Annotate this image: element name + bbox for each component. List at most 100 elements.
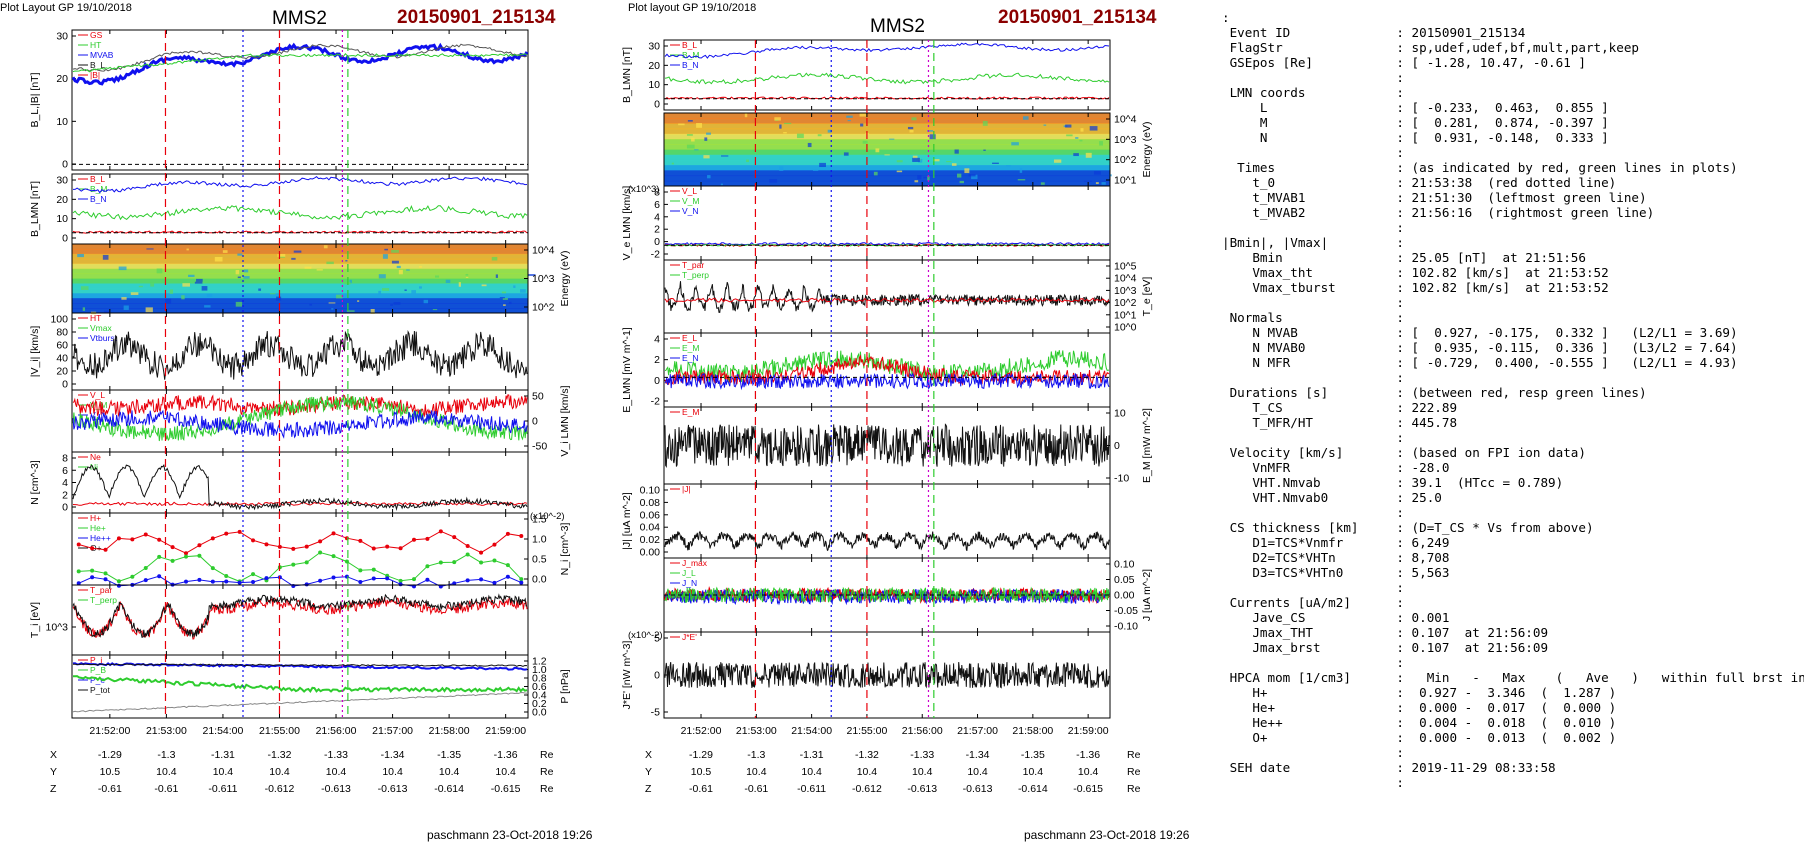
y-tick-label: 1.2 bbox=[532, 656, 547, 668]
spectrogram-speckle bbox=[1109, 174, 1112, 177]
y-tick-label: 2 bbox=[654, 354, 660, 366]
spectrogram-speckle bbox=[150, 282, 155, 287]
spectrogram-speckle bbox=[907, 126, 914, 130]
data-point bbox=[412, 537, 416, 542]
spectrogram-speckle bbox=[807, 142, 812, 148]
spectrogram-speckle bbox=[862, 140, 868, 144]
spectrogram-speckle bbox=[465, 276, 469, 278]
data-trace bbox=[664, 42, 1110, 59]
spectrogram-speckle bbox=[181, 295, 185, 300]
data-trace bbox=[664, 241, 1110, 246]
data-point bbox=[197, 543, 202, 548]
ephemeris-value: 10.4 bbox=[746, 766, 767, 778]
spectrogram-speckle bbox=[258, 288, 262, 291]
spectrogram-speckle bbox=[165, 298, 172, 304]
y-tick-label: 0.5 bbox=[532, 554, 547, 566]
summary-line: N MVAB0 : [ 0.935, -0.115, 0.336 ] (L3/L… bbox=[1222, 340, 1738, 355]
spectrogram-speckle bbox=[495, 274, 498, 278]
spectrogram-speckle bbox=[796, 133, 804, 139]
data-trace bbox=[73, 663, 528, 667]
ephemeris-value: -0.61 bbox=[154, 783, 178, 795]
summary-line: FlagStr : sp,udef,udef,bf,mult,part,keep bbox=[1222, 40, 1640, 55]
spectrogram-speckle bbox=[812, 169, 819, 171]
data-point bbox=[304, 560, 309, 565]
data-trace bbox=[73, 675, 528, 693]
ephemeris-value: -0.61 bbox=[689, 783, 713, 795]
summary-line: : bbox=[1222, 745, 1404, 760]
spectrogram-speckle bbox=[404, 289, 407, 291]
data-point bbox=[116, 536, 121, 541]
spectrogram-speckle bbox=[873, 171, 878, 176]
spectrogram-speckle bbox=[465, 273, 469, 276]
spectrogram-band bbox=[664, 180, 1110, 187]
data-point bbox=[116, 583, 121, 588]
spectrogram-speckle bbox=[1089, 126, 1098, 131]
data-trace bbox=[73, 175, 528, 194]
spectrogram-speckle bbox=[769, 179, 778, 183]
spectrogram-band bbox=[72, 298, 528, 304]
summary-line: : bbox=[1222, 70, 1404, 85]
panel-frame bbox=[71, 584, 529, 656]
spectrogram-band bbox=[72, 268, 528, 275]
y-tick-label: 0.8 bbox=[532, 673, 547, 685]
spectrogram-speckle bbox=[237, 253, 243, 256]
y-tick-label: 0 bbox=[654, 236, 660, 248]
spectrogram-speckle bbox=[169, 289, 174, 294]
y-tick-label: 20 bbox=[56, 366, 68, 378]
left-footer: paschmann 23-Oct-2018 19:26 bbox=[427, 828, 593, 842]
spectrogram-speckle bbox=[923, 176, 928, 179]
y-tick-label: 0.06 bbox=[640, 509, 661, 521]
legend-label: T_perp bbox=[682, 270, 709, 280]
spectrogram-speckle bbox=[1065, 124, 1072, 128]
spectrogram-speckle bbox=[827, 129, 832, 133]
y-axis-label: |V_i| [km/s] bbox=[29, 326, 41, 378]
y-tick-label: 0.00 bbox=[1114, 590, 1135, 602]
spectrogram-speckle bbox=[929, 134, 936, 140]
spectrogram-speckle bbox=[520, 289, 526, 293]
data-point bbox=[170, 558, 175, 563]
data-point bbox=[479, 577, 484, 582]
spectrogram-speckle bbox=[502, 298, 508, 300]
spectrogram-speckle bbox=[703, 155, 710, 159]
spectrogram-speckle bbox=[222, 250, 228, 253]
spectrogram-speckle bbox=[707, 175, 711, 179]
spectrogram-speckle bbox=[481, 284, 487, 287]
spectrogram-speckle bbox=[918, 158, 923, 163]
legend-label: GS bbox=[90, 30, 103, 40]
y-tick-label: 10^4 bbox=[1114, 114, 1137, 126]
data-point bbox=[291, 546, 296, 551]
data-point bbox=[197, 577, 202, 582]
spectrogram-speckle bbox=[82, 307, 86, 311]
spectrogram-band bbox=[72, 273, 528, 279]
summary-line: O+ : 0.000 - 0.013 ( 0.002 ) bbox=[1222, 730, 1617, 745]
data-point bbox=[465, 552, 470, 557]
legend-label: MVAB bbox=[90, 50, 114, 60]
y-tick-label: 10^3 bbox=[1114, 285, 1137, 297]
spectrogram-speckle bbox=[323, 245, 328, 249]
data-point bbox=[385, 576, 390, 581]
ephemeris-value: -1.33 bbox=[910, 749, 934, 761]
spectrogram-band bbox=[72, 293, 528, 299]
data-point bbox=[237, 529, 242, 534]
spectrogram-speckle bbox=[382, 288, 390, 291]
legend-label: B_N bbox=[90, 194, 107, 204]
ephemeris-value: -1.35 bbox=[1021, 749, 1045, 761]
x-tick-label: 21:56:00 bbox=[316, 725, 357, 737]
spectrogram-speckle bbox=[121, 297, 127, 300]
y-tick-label: -2 bbox=[651, 396, 660, 408]
data-trace bbox=[664, 297, 1110, 303]
ephemeris-unit: Re bbox=[1127, 783, 1141, 795]
data-point bbox=[519, 577, 524, 582]
summary-line: t_MVAB2 : 21:56:16 (rightmost green line… bbox=[1222, 205, 1655, 220]
summary-line: Durations [s] : (between red, resp green… bbox=[1222, 385, 1647, 400]
spectrogram-band bbox=[664, 149, 1110, 156]
data-point bbox=[438, 560, 443, 565]
ephemeris-value: -0.61 bbox=[98, 783, 122, 795]
y-tick-label: 8 bbox=[62, 453, 68, 465]
spectrogram-speckle bbox=[304, 266, 312, 269]
spectrogram-speckle bbox=[1066, 134, 1073, 137]
ephemeris-row-label: Y bbox=[645, 766, 652, 778]
spectrogram-speckle bbox=[269, 293, 276, 295]
y-axis-label: |J| [uA m^-2] bbox=[621, 492, 633, 550]
summary-line: |Bmin|, |Vmax| : bbox=[1222, 235, 1404, 250]
